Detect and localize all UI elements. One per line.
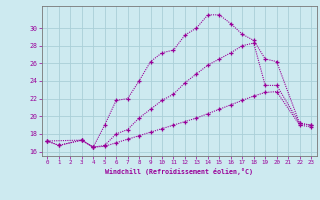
X-axis label: Windchill (Refroidissement éolien,°C): Windchill (Refroidissement éolien,°C) [105,168,253,175]
